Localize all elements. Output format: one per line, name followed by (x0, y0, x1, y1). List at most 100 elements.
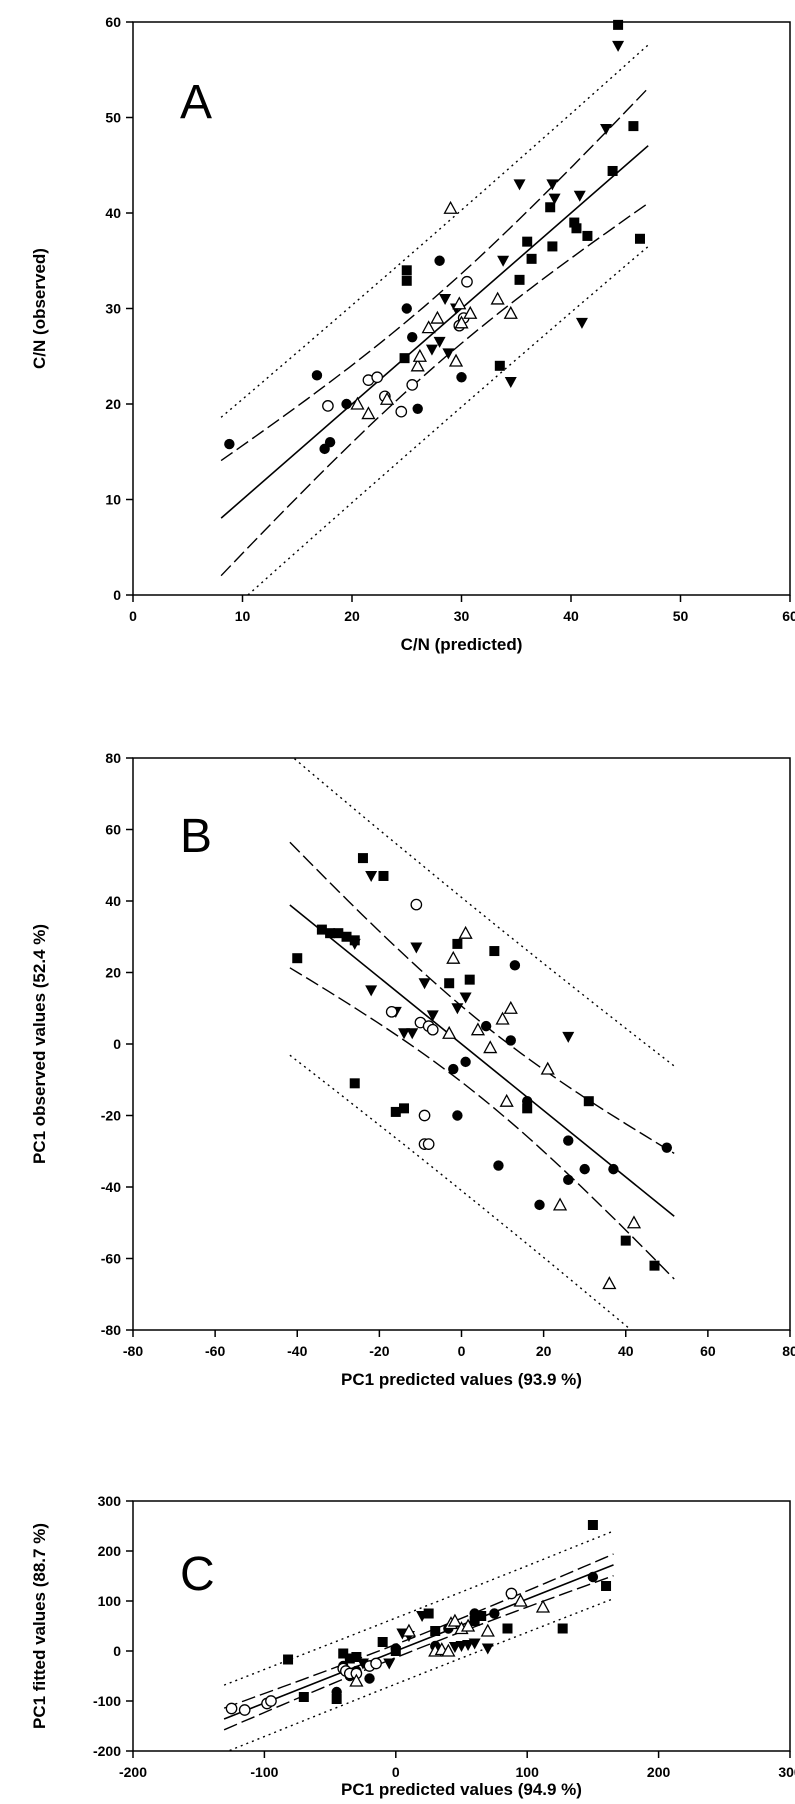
x-tick-label: -100 (250, 1764, 278, 1780)
point-open-circle (461, 275, 473, 288)
point-open-triangle-up (441, 1643, 456, 1657)
confidence-band-upper (289, 841, 675, 1154)
y-tick-label: 20 (105, 396, 121, 412)
plot-frame (132, 1500, 791, 1752)
point-filled-square (341, 931, 352, 942)
point-filled-triangle-down (425, 344, 438, 356)
point-filled-square (325, 928, 336, 939)
x-tick-label: 20 (536, 1343, 552, 1359)
point-filled-square (557, 1623, 568, 1634)
x-tick-label: 50 (673, 608, 689, 624)
panel-label: A (180, 76, 212, 129)
point-open-triangle-up (463, 305, 478, 319)
point-open-circle (426, 1023, 439, 1036)
point-open-triangle-up (495, 1011, 510, 1025)
x-tick-label: 60 (700, 1343, 716, 1359)
x-tick-label: -80 (123, 1343, 143, 1359)
point-filled-triangle-down (406, 1028, 419, 1040)
confidence-band-lower (223, 1575, 614, 1731)
x-tick-label: -20 (369, 1343, 389, 1359)
point-filled-square (283, 1654, 294, 1665)
point-filled-square (620, 1235, 631, 1246)
point-filled-square (628, 121, 639, 132)
point-filled-triangle-down (573, 190, 586, 202)
point-filled-triangle-down (439, 293, 452, 305)
y-axis-label: PC1 observed values (52.4 %) (30, 924, 49, 1164)
point-open-triangle-up (448, 353, 464, 367)
point-filled-circle (469, 1608, 480, 1619)
point-filled-square (649, 1260, 660, 1271)
point-filled-triangle-down (504, 377, 517, 389)
point-open-triangle-up (535, 1599, 551, 1613)
point-open-triangle-up (480, 1623, 495, 1637)
point-filled-square (401, 275, 412, 286)
y-tick-label: 0 (113, 1036, 121, 1052)
point-filled-circle (331, 1686, 342, 1698)
y-tick-label: -200 (93, 1743, 121, 1759)
point-open-triangle-up (442, 1025, 457, 1039)
point-filled-square (344, 1653, 355, 1664)
point-filled-square (423, 1608, 434, 1619)
point-filled-triangle-down (546, 179, 559, 191)
prediction-band-upper (223, 1530, 614, 1686)
point-filled-triangle-down (442, 348, 455, 360)
y-tick-label: 10 (105, 492, 121, 508)
x-tick-label: 100 (516, 1764, 540, 1780)
prediction-band-upper (292, 758, 675, 1067)
y-tick-label: 60 (105, 822, 121, 838)
point-filled-triangle-down (612, 40, 625, 52)
x-tick-label: 40 (563, 608, 579, 624)
y-tick-label: 0 (113, 1643, 121, 1659)
point-filled-square (494, 360, 505, 371)
point-filled-triangle-down (365, 985, 378, 997)
point-filled-circle (456, 372, 467, 383)
data-points (224, 19, 645, 455)
point-open-triangle-up (361, 406, 376, 420)
point-filled-triangle-down (468, 1638, 481, 1650)
data-points (225, 1520, 612, 1716)
point-filled-square (569, 217, 580, 228)
point-filled-square (399, 353, 410, 364)
y-axis-label: PC1 fitted values (88.7 %) (30, 1523, 49, 1729)
point-filled-circle (401, 303, 412, 314)
point-filled-square (378, 870, 389, 881)
point-open-circle (418, 1109, 431, 1122)
point-open-circle (385, 1005, 398, 1018)
point-open-triangle-up (421, 320, 436, 334)
point-filled-triangle-down (562, 1031, 575, 1043)
point-filled-circle (661, 1142, 673, 1153)
point-filled-triangle-down (398, 1028, 411, 1040)
y-tick-label: 0 (113, 587, 121, 603)
point-filled-circle (412, 403, 423, 414)
regression-line (289, 904, 675, 1217)
point-open-circle (322, 400, 334, 412)
fit-lines (223, 1530, 614, 1751)
point-filled-triangle-down (575, 317, 588, 329)
point-open-circle (238, 1704, 251, 1716)
point-filled-circle (407, 331, 418, 343)
point-open-circle (406, 379, 419, 391)
point-filled-square (522, 236, 533, 247)
point-open-triangle-up (452, 296, 467, 310)
x-axis-label: PC1 predicted values (93.9 %) (341, 1370, 582, 1389)
confidence-band-upper (220, 87, 649, 462)
point-filled-square (476, 1611, 487, 1621)
point-open-triangle-up (412, 348, 427, 362)
y-tick-label: 100 (98, 1593, 122, 1609)
point-filled-triangle-down (418, 978, 431, 990)
point-open-circle (370, 1657, 382, 1670)
y-tick-label: 40 (105, 893, 121, 909)
point-filled-triangle-down (426, 1010, 439, 1022)
point-filled-circle (434, 255, 445, 266)
x-tick-label: 10 (235, 608, 251, 624)
prediction-band-lower (246, 245, 649, 595)
point-filled-square (613, 19, 624, 30)
point-open-triangle-up (350, 396, 365, 410)
point-filled-square (316, 924, 327, 935)
point-filled-circle (341, 398, 352, 410)
point-filled-square (331, 1694, 342, 1704)
confidence-band-lower (289, 967, 675, 1280)
panel-B: -80 -60 -40 -20 0 20 40 60 80 -80 -60 -40 -20 0 20 40 60… (30, 750, 795, 1389)
point-open-circle (265, 1695, 277, 1707)
point-filled-square (349, 1078, 360, 1089)
